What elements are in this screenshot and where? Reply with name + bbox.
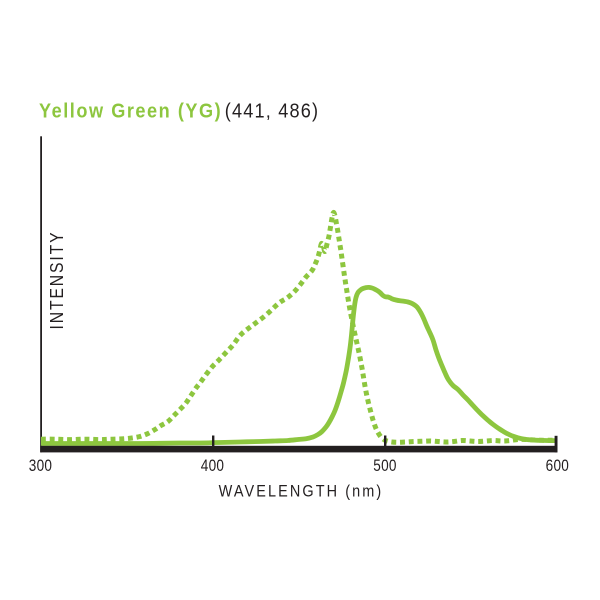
svg-text:300: 300 — [29, 457, 52, 476]
svg-text:INTENSITY: INTENSITY — [46, 231, 68, 330]
svg-text:600: 600 — [546, 457, 569, 476]
svg-text:Yellow Green (YG): Yellow Green (YG) — [39, 99, 222, 122]
svg-text:(441, 486): (441, 486) — [225, 99, 319, 122]
svg-text:400: 400 — [201, 457, 224, 476]
svg-text:500: 500 — [373, 457, 396, 476]
svg-text:WAVELENGTH (nm): WAVELENGTH (nm) — [219, 482, 384, 500]
